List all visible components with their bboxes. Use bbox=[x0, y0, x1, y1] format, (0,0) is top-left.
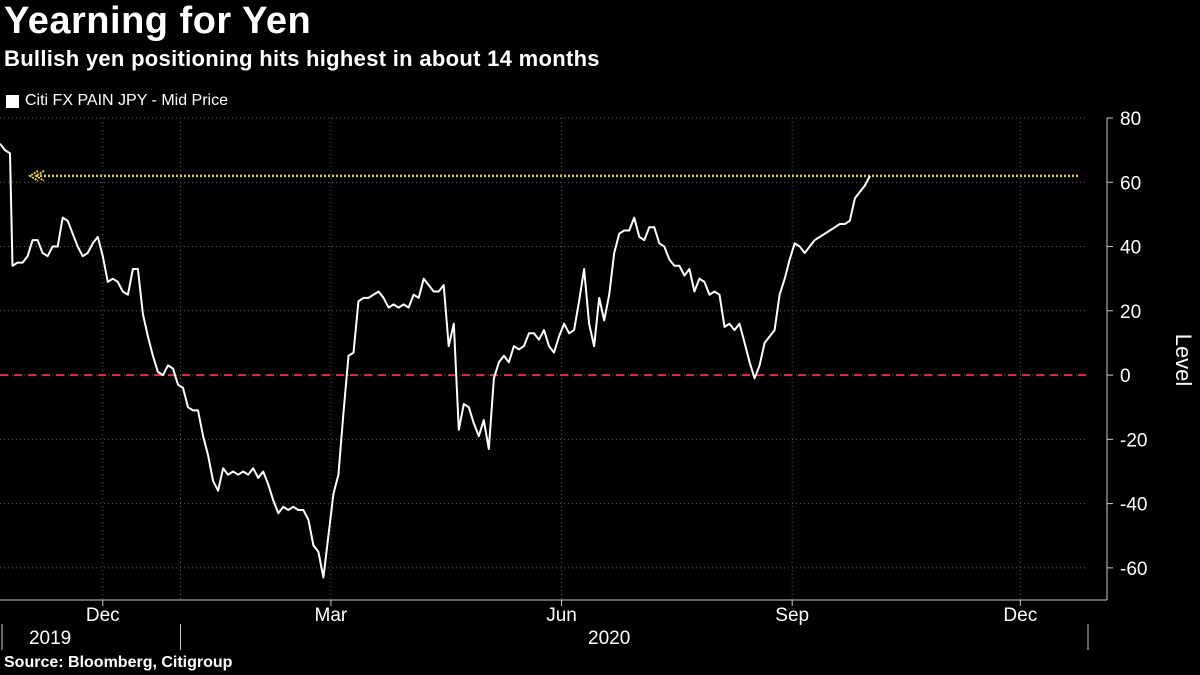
x-tick-label: Sep bbox=[775, 605, 809, 626]
year-label: 2020 bbox=[588, 628, 630, 649]
x-tick-label: Mar bbox=[315, 605, 348, 626]
source-note: Source: Bloomberg, Citigroup bbox=[4, 654, 233, 671]
y-tick-label: -40 bbox=[1120, 495, 1147, 516]
x-tick-label: Jun bbox=[546, 605, 577, 626]
year-label: 2019 bbox=[29, 628, 71, 649]
reference-arrowhead bbox=[34, 169, 45, 182]
x-tick-label: Dec bbox=[1003, 605, 1037, 626]
y-tick-label: 40 bbox=[1120, 238, 1141, 259]
series-line bbox=[0, 143, 871, 579]
reference-arrowhead bbox=[28, 169, 39, 182]
y-tick-label: -60 bbox=[1120, 559, 1147, 580]
y-tick-label: 20 bbox=[1120, 302, 1141, 323]
legend: Citi FX PAIN JPY - Mid Price bbox=[6, 92, 228, 110]
y-axis-label: Level bbox=[1171, 334, 1196, 387]
chart-title: Yearning for Yen bbox=[4, 0, 312, 42]
y-tick-label: 80 bbox=[1120, 109, 1141, 130]
y-tick-label: -20 bbox=[1120, 430, 1147, 451]
y-tick-label: 0 bbox=[1120, 366, 1131, 387]
x-tick-label: Dec bbox=[86, 605, 120, 626]
y-tick-label: 60 bbox=[1120, 173, 1141, 194]
chart-subtitle: Bullish yen positioning hits highest in … bbox=[4, 46, 600, 71]
legend-swatch bbox=[6, 94, 19, 108]
legend-label: Citi FX PAIN JPY - Mid Price bbox=[25, 92, 228, 109]
